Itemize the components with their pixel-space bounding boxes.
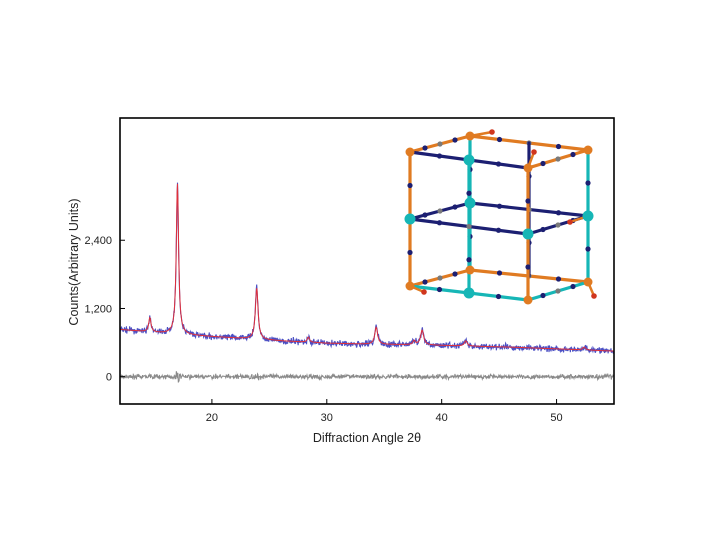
linker-atom (437, 141, 443, 147)
linker-atom (452, 204, 458, 210)
linker-atom (466, 223, 472, 230)
linker-atom (496, 270, 503, 276)
x-tick-label: 20 (206, 412, 218, 424)
linker-atom (525, 264, 531, 270)
linker-atom (496, 136, 503, 143)
plot-area (119, 182, 615, 383)
linker-atom (422, 212, 428, 218)
linker-atom (422, 145, 428, 151)
linker-atom (540, 292, 546, 299)
metal-node (582, 210, 594, 222)
linker-atom (436, 153, 443, 159)
terminal-atom (421, 289, 427, 295)
observed-series (119, 182, 615, 354)
linker-atom (496, 203, 503, 209)
axis-ticks: 20 30 40 50 0 1,200 2,400 (84, 235, 562, 424)
linker-atom (436, 286, 443, 293)
linker-atom (437, 208, 443, 214)
linker-atom (407, 249, 413, 256)
metal-node (522, 228, 534, 240)
x-axis-label: Diffraction Angle 2θ (313, 431, 421, 445)
metal-node (463, 287, 475, 299)
linker-atom (407, 182, 413, 189)
linker-atom (452, 271, 458, 277)
metal-node (583, 145, 593, 155)
linker-atom (436, 220, 443, 226)
linker-atom (525, 198, 531, 204)
linker-atom (555, 210, 562, 216)
metal-node (465, 131, 475, 141)
linker-atom (466, 190, 472, 196)
linker-atom (570, 283, 576, 290)
x-tick-label: 50 (550, 412, 562, 424)
linker-atom (570, 151, 576, 158)
linker-atom (540, 160, 546, 167)
metal-node (464, 197, 476, 209)
linker-atom (585, 246, 591, 252)
y-tick-label: 2,400 (84, 235, 112, 247)
x-tick-label: 30 (321, 412, 333, 424)
linker-atom (466, 257, 472, 263)
linker-atom (495, 293, 502, 300)
metal-node (405, 281, 415, 291)
y-axis-label: Counts(Arbitrary Units) (67, 198, 81, 325)
x-tick-label: 40 (436, 412, 448, 424)
terminal-atom (591, 293, 597, 299)
terminal-atom (567, 219, 573, 225)
metal-node (523, 295, 533, 305)
y-tick-label: 0 (106, 372, 112, 384)
calculated-series (119, 183, 614, 352)
linker-atom (495, 227, 502, 233)
linker-atom (555, 222, 561, 228)
linker-atom (452, 137, 458, 143)
linker-atom (555, 156, 561, 162)
metal-node (523, 163, 533, 173)
linker-atom (555, 143, 562, 150)
difference-series (119, 371, 615, 383)
metal-node (405, 147, 415, 157)
terminal-atom (531, 149, 537, 155)
linker-atom (495, 161, 502, 167)
linker-atom (437, 275, 443, 281)
metal-node (463, 154, 475, 166)
linker-atom (540, 226, 546, 233)
metal-node (583, 277, 593, 287)
metal-node (404, 213, 416, 225)
plot-frame (119, 117, 615, 405)
linker-atom (555, 276, 562, 282)
linker-atom (585, 180, 591, 186)
linker-atom (555, 288, 561, 294)
y-tick-label: 1,200 (84, 303, 112, 315)
terminal-atom (489, 129, 495, 135)
linker-atom (422, 279, 428, 285)
metal-node (465, 265, 475, 275)
crystal-structure-inset (404, 129, 597, 305)
